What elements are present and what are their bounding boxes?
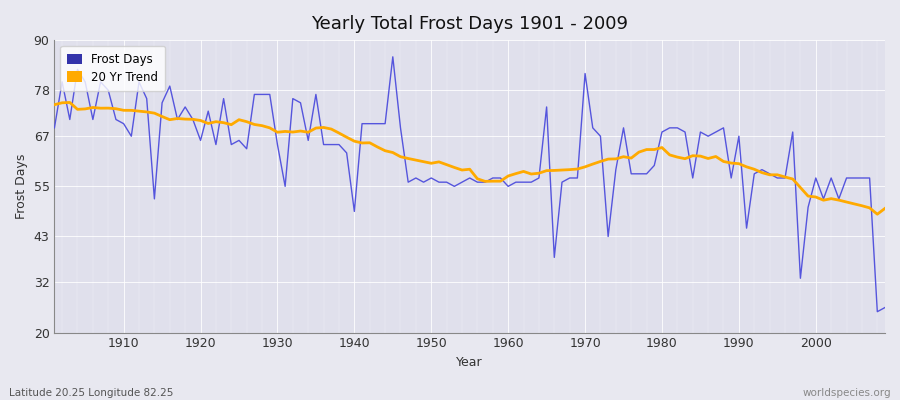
- Frost Days: [872, 309, 883, 314]
- Y-axis label: Frost Days: Frost Days: [15, 154, 28, 219]
- Frost Days: [280, 184, 291, 189]
- 20 Yr Trend: [287, 130, 298, 134]
- 20 Yr Trend: [118, 108, 129, 113]
- Frost Days: [387, 54, 398, 59]
- 20 Yr Trend: [603, 157, 614, 162]
- Line: 20 Yr Trend: 20 Yr Trend: [54, 102, 885, 214]
- 20 Yr Trend: [65, 100, 76, 105]
- Text: Latitude 20.25 Longitude 82.25: Latitude 20.25 Longitude 82.25: [9, 388, 174, 398]
- Frost Days: [510, 180, 521, 184]
- X-axis label: Year: Year: [456, 356, 483, 369]
- Frost Days: [111, 117, 122, 122]
- 20 Yr Trend: [879, 206, 890, 211]
- 20 Yr Trend: [49, 102, 59, 107]
- 20 Yr Trend: [872, 212, 883, 217]
- Frost Days: [326, 142, 337, 147]
- Line: Frost Days: Frost Days: [54, 57, 885, 312]
- 20 Yr Trend: [510, 171, 521, 176]
- Frost Days: [603, 234, 614, 239]
- 20 Yr Trend: [334, 131, 345, 136]
- Legend: Frost Days, 20 Yr Trend: Frost Days, 20 Yr Trend: [60, 46, 165, 91]
- Frost Days: [503, 184, 514, 189]
- Title: Yearly Total Frost Days 1901 - 2009: Yearly Total Frost Days 1901 - 2009: [311, 15, 628, 33]
- Frost Days: [879, 305, 890, 310]
- 20 Yr Trend: [503, 174, 514, 178]
- Text: worldspecies.org: worldspecies.org: [803, 388, 891, 398]
- Frost Days: [49, 126, 59, 130]
